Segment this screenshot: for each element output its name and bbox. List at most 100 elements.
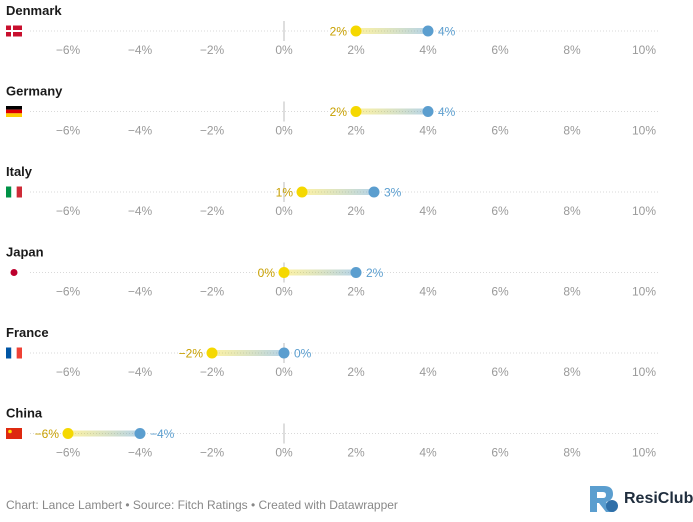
x-tick-label: 2% [347,365,365,379]
start-point [206,347,218,359]
x-tick-label: −2% [200,124,225,138]
start-value-label: 2% [330,105,348,119]
flag-disc [10,269,18,276]
italy-flag-icon [6,186,12,198]
x-tick-label: 6% [491,446,509,460]
country-label: France [6,325,49,340]
x-tick-label: −4% [128,204,153,218]
x-tick-label: 10% [632,124,656,138]
start-value-label: 1% [276,186,294,200]
end-value-label: 4% [438,105,456,119]
country-label: Japan [6,245,44,260]
country-label: China [6,406,43,421]
start-point [62,428,74,439]
start-value-label: −6% [35,427,60,441]
x-tick-label: 8% [563,204,581,218]
x-tick-label: 2% [347,446,365,460]
country-label: Denmark [6,3,62,18]
x-tick-label: 4% [419,365,437,379]
x-tick-label: 6% [491,124,509,138]
x-tick-label: 8% [563,124,581,138]
x-tick-label: 0% [275,285,293,299]
x-tick-label: 0% [275,43,293,57]
germany-flag-icon [6,106,22,110]
x-tick-label: 6% [491,285,509,299]
x-tick-label: −2% [200,446,225,460]
x-tick-label: 4% [419,446,437,460]
brand-name: ResiClub [624,490,693,507]
start-value-label: 2% [330,25,348,39]
end-value-label: 3% [384,186,402,200]
flag-star [8,429,12,434]
end-point [278,347,290,359]
x-tick-label: −6% [56,285,81,299]
range-bar [356,108,428,115]
end-point [134,428,146,439]
start-point [350,25,362,37]
x-tick-label: 10% [632,43,656,57]
country-label: Italy [6,164,33,179]
start-point [296,186,308,198]
start-point [350,106,362,117]
x-tick-label: −2% [200,365,225,379]
end-value-label: 2% [366,266,384,280]
dot-range-chart: Denmark −6% −4% −2% 0% 2% 4% 6% 8% 10% 2% 4% Germany… [6,3,660,460]
start-point [278,267,290,278]
flag-stripe [11,186,17,198]
end-value-label: −4% [150,427,175,441]
country-label: Germany [6,84,63,99]
x-tick-label: −6% [56,446,81,460]
france-flag-icon [6,347,12,359]
x-tick-label: −2% [200,43,225,57]
range-bar [302,189,374,195]
end-value-label: 4% [438,25,456,39]
x-tick-label: −4% [128,124,153,138]
x-tick-label: 10% [632,204,656,218]
x-tick-label: −2% [200,285,225,299]
x-tick-label: −6% [56,43,81,57]
flag-stripe [16,347,22,359]
flag-stripe [6,109,22,114]
x-tick-label: 4% [419,285,437,299]
x-tick-label: 2% [347,43,365,57]
flag-stripe [11,347,17,359]
x-tick-label: 10% [632,365,656,379]
x-tick-label: −4% [128,43,153,57]
end-point [368,186,380,198]
x-tick-label: 0% [275,124,293,138]
x-tick-label: 6% [491,365,509,379]
x-tick-label: 4% [419,43,437,57]
range-bar [68,430,140,437]
end-value-label: 0% [294,347,312,361]
x-tick-label: −4% [128,446,153,460]
end-point [422,25,434,37]
flag-cross-h [6,30,22,32]
x-tick-label: 4% [419,124,437,138]
x-tick-label: 6% [491,43,509,57]
x-tick-label: 8% [563,446,581,460]
x-tick-label: 10% [632,446,656,460]
flag-stripe [6,113,22,117]
x-tick-label: −4% [128,285,153,299]
x-tick-label: −6% [56,124,81,138]
china-flag-icon [6,428,22,439]
resiclub-logo: ResiClub [586,482,693,516]
end-point [350,267,362,278]
x-tick-label: 10% [632,285,656,299]
x-tick-label: 2% [347,124,365,138]
x-tick-label: 8% [563,365,581,379]
flag-stripe [16,186,22,198]
x-tick-label: 8% [563,43,581,57]
x-tick-label: 4% [419,204,437,218]
x-tick-label: 2% [347,285,365,299]
range-bar [356,28,428,34]
x-tick-label: 6% [491,204,509,218]
chart-credit: Chart: Lance Lambert • Source: Fitch Rat… [6,498,398,512]
x-tick-label: −4% [128,365,153,379]
x-tick-label: −6% [56,204,81,218]
x-tick-label: 8% [563,285,581,299]
start-value-label: −2% [179,347,204,361]
x-tick-label: 2% [347,204,365,218]
resiclub-logo-mark [590,486,618,512]
x-tick-label: 0% [275,446,293,460]
